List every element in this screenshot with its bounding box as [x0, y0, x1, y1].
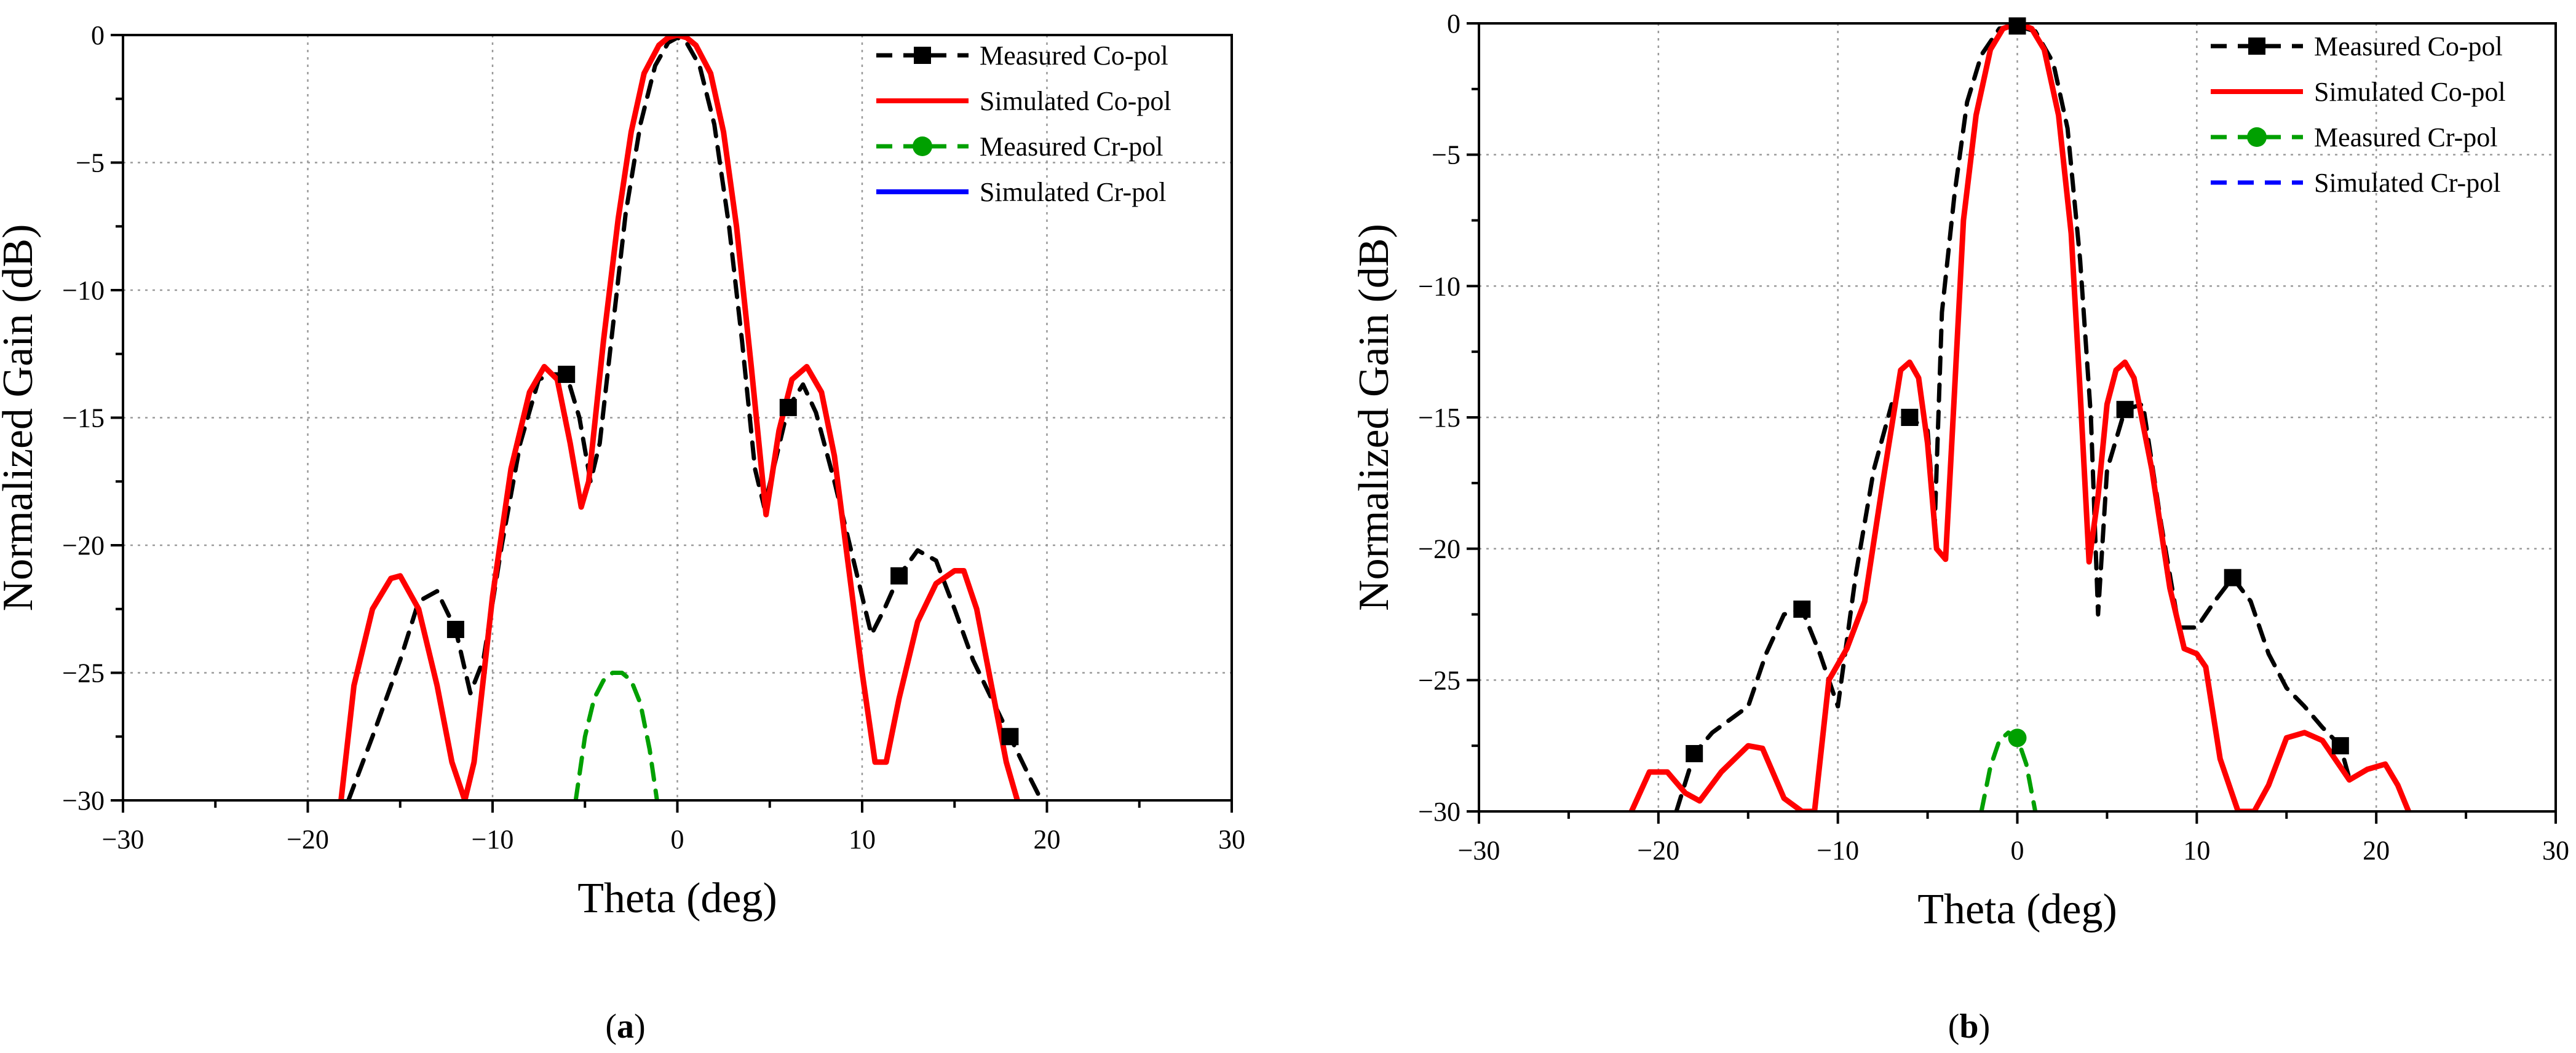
series-line-measured-cr-pol — [1979, 730, 2038, 811]
data-marker-square — [1901, 409, 1919, 426]
y-tick-label: −25 — [62, 658, 105, 688]
legend-item: Measured Co-pol — [876, 41, 1168, 71]
x-tick-label: 20 — [2363, 835, 2390, 866]
y-tick-label: −20 — [62, 530, 105, 561]
legend-item: Measured Cr-pol — [876, 132, 1163, 162]
y-tick-label: −25 — [1418, 665, 1460, 695]
data-marker-square — [558, 365, 576, 383]
x-tick-label: 30 — [2542, 835, 2569, 866]
legend-label: Simulated Co-pol — [2314, 77, 2506, 107]
x-axis-title: Theta (deg) — [577, 875, 777, 922]
chart-panel-b: −30 −20 −10 0 10 20 30 0 −5 −10 −15 −20 −25 −30 Theta … — [1350, 9, 2569, 1046]
x-tick-label: 20 — [1034, 824, 1061, 854]
legend-label: Measured Co-pol — [2314, 31, 2503, 61]
legend-label: Measured Cr-pol — [2314, 122, 2497, 152]
legend-marker-square — [2248, 37, 2265, 55]
y-tick-label: −10 — [62, 275, 105, 306]
x-tick-label: 30 — [1218, 824, 1245, 854]
legend-label: Measured Cr-pol — [980, 132, 1163, 162]
data-marker-square — [1793, 600, 1811, 618]
legend-label: Simulated Cr-pol — [980, 177, 1166, 207]
legend-marker-square — [914, 47, 931, 64]
legend-item: Simulated Cr-pol — [876, 177, 1166, 207]
legend-label: Simulated Co-pol — [980, 86, 1171, 116]
x-tick-label: −20 — [287, 824, 329, 854]
x-tick-label: −10 — [1817, 835, 1859, 866]
legend-item: Simulated Co-pol — [876, 86, 1171, 116]
legend-item: Measured Co-pol — [2211, 31, 2503, 61]
chart-panel-a: −30 −20 −10 0 10 20 30 0 −5 −10 −15 −20 −25 −30 Theta … — [0, 20, 1245, 1046]
series-line-measured-cr-pol — [573, 671, 659, 800]
x-tick-label: 0 — [671, 824, 684, 854]
data-marker-square — [1686, 744, 1703, 762]
series-line-simulated-co-pol — [338, 35, 1020, 800]
data-marker-square — [1001, 728, 1019, 746]
plot-area — [338, 35, 1044, 800]
legend-label: Measured Co-pol — [980, 41, 1168, 71]
y-axis-title: Normalized Gain (dB) — [0, 224, 42, 612]
data-marker-square — [890, 567, 908, 585]
legend-item: Simulated Co-pol — [2211, 77, 2506, 107]
series-line-simulated-co-pol — [1628, 23, 2412, 811]
y-tick-label: −30 — [62, 786, 105, 816]
series-line-measured-co-pol — [346, 35, 1044, 800]
x-tick-label: −10 — [472, 824, 514, 854]
legend-marker-circle — [2247, 127, 2267, 147]
y-tick-label: −5 — [1432, 140, 1460, 170]
panel-label: (b) — [1948, 1008, 1990, 1046]
data-marker-square — [2008, 17, 2026, 35]
x-axis-title: Theta (deg) — [1917, 886, 2117, 933]
y-tick-label: 0 — [1447, 9, 1460, 39]
y-tick-label: −20 — [1418, 534, 1460, 564]
y-tick-label: −30 — [1418, 797, 1460, 827]
data-marker-square — [2331, 737, 2349, 755]
data-marker-square — [2116, 401, 2134, 419]
legend-marker-circle — [913, 136, 932, 156]
y-axis-title: Normalized Gain (dB) — [1350, 224, 1398, 611]
x-tick-label: −30 — [1458, 835, 1500, 866]
legend-label: Simulated Cr-pol — [2314, 168, 2500, 198]
x-tick-label: 0 — [2011, 835, 2024, 866]
y-tick-label: 0 — [91, 20, 105, 50]
y-tick-label: −15 — [1418, 403, 1460, 433]
legend-item: Measured Cr-pol — [2211, 122, 2497, 152]
data-marker-square — [779, 398, 797, 416]
y-tick-label: −15 — [62, 403, 105, 433]
x-tick-label: −30 — [102, 824, 145, 854]
x-tick-label: 10 — [2183, 835, 2210, 866]
data-marker-square — [446, 620, 464, 638]
legend-item: Simulated Cr-pol — [2211, 168, 2500, 198]
x-tick-label: 10 — [849, 824, 876, 854]
y-tick-label: −10 — [1418, 271, 1460, 301]
panel-label: (a) — [605, 1008, 645, 1046]
x-tick-label: −20 — [1637, 835, 1679, 866]
y-tick-label: −5 — [76, 148, 105, 178]
data-marker-circle — [2008, 728, 2027, 747]
data-marker-square — [2224, 569, 2241, 586]
